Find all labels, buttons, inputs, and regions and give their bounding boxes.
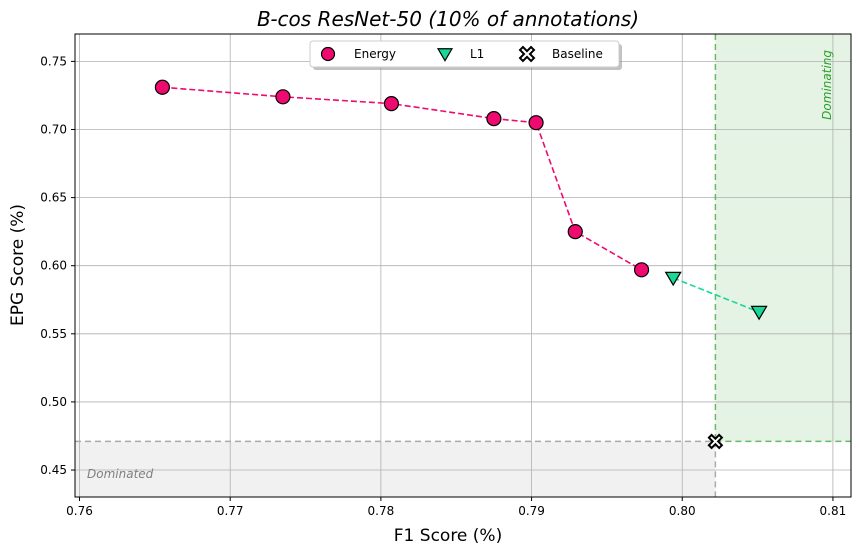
legend-marker-baseline	[518, 45, 536, 63]
y-axis-label: EPG Score (%)	[8, 204, 28, 326]
legend-label-baseline: Baseline	[552, 47, 603, 61]
x-axis-label: F1 Score (%)	[394, 526, 502, 546]
y-tick-label: 0.45	[40, 463, 67, 477]
legend-label-energy: Energy	[354, 47, 396, 61]
chart-title: B-cos ResNet-50 (10% of annotations)	[257, 7, 639, 31]
dominated-region	[75, 441, 716, 497]
baseline-point	[707, 433, 724, 450]
y-tick-label: 0.75	[40, 54, 67, 68]
x-ticks: 0.76 0.77 0.78 0.79 0.80 0.81	[66, 497, 846, 518]
x-tick-label: 0.78	[368, 504, 395, 518]
legend-label-l1: L1	[470, 47, 484, 61]
y-tick-label: 0.60	[40, 259, 67, 273]
energy-point	[528, 115, 544, 131]
x-tick-label: 0.81	[820, 504, 847, 518]
dominating-label: Dominating	[820, 50, 834, 120]
x-tick-label: 0.79	[518, 504, 545, 518]
legend-marker-energy	[320, 46, 336, 62]
x-tick-label: 0.80	[669, 504, 696, 518]
region-labels: Dominating Dominated	[87, 50, 834, 481]
energy-point	[275, 89, 291, 105]
energy-point	[154, 79, 170, 95]
energy-point	[383, 96, 400, 112]
y-tick-label: 0.65	[40, 191, 67, 205]
energy-series-line	[162, 86, 642, 271]
dominating-region	[715, 34, 851, 442]
x-tick-label: 0.77	[217, 504, 244, 518]
energy-point	[633, 262, 650, 278]
x-tick-label: 0.76	[66, 504, 93, 518]
energy-point	[486, 110, 502, 127]
y-ticks: 0.45 0.50 0.55 0.60 0.65 0.70 0.75	[40, 54, 75, 477]
legend: Energy L1 Baseline	[309, 40, 622, 70]
grid	[75, 34, 851, 497]
l1-point	[750, 305, 768, 321]
legend-marker-l1	[436, 48, 454, 62]
dominated-label: Dominated	[87, 467, 154, 481]
y-tick-label: 0.70	[40, 122, 67, 136]
markers	[154, 79, 768, 450]
l1-series-line	[672, 277, 760, 313]
y-tick-label: 0.50	[40, 395, 67, 409]
regions	[75, 34, 851, 497]
energy-point	[567, 224, 583, 240]
y-tick-label: 0.55	[40, 327, 67, 341]
l1-point	[664, 271, 682, 287]
reference-lines	[75, 34, 851, 497]
legend-box	[309, 40, 620, 68]
